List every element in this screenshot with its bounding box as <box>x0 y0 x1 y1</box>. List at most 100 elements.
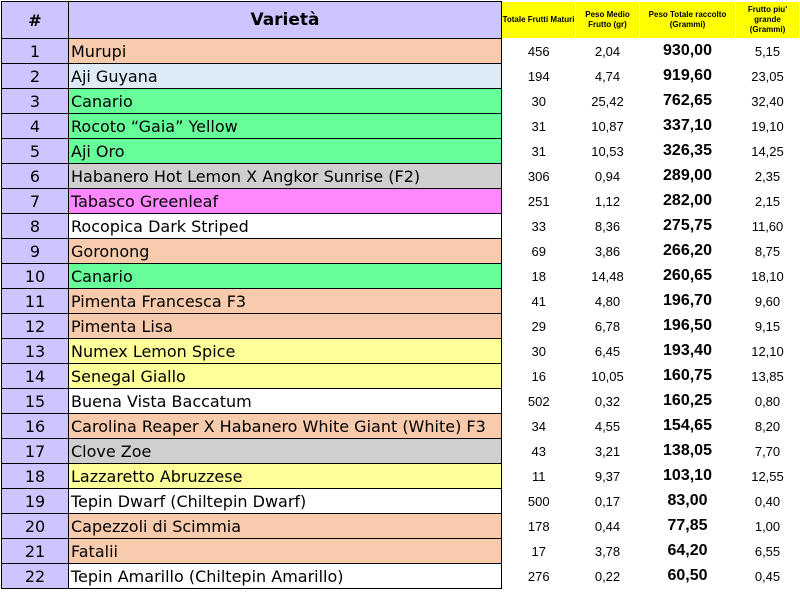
variety-name: Buena Vista Baccatum <box>68 388 502 414</box>
largest-fruit-value: 6,55 <box>754 543 781 559</box>
variety-name: Capezzoli di Scimmia <box>68 513 502 539</box>
largest-fruit-value: 8,75 <box>754 243 781 259</box>
total-fruits-value: 16 <box>531 368 546 384</box>
row-number: 20 <box>1 513 69 539</box>
header-total-fruits: Totale Frutti Maturi <box>501 1 576 39</box>
average-weight-value: 10,53 <box>591 143 624 159</box>
variety-name: Murupi <box>68 38 502 64</box>
row-number: 11 <box>1 288 69 314</box>
table-row: 7 Tabasco Greenleaf 251 1,12 282,00 2,15 <box>1 188 800 214</box>
total-fruits-value: 11 <box>532 468 546 484</box>
variety-name: Carolina Reaper X Habanero White Giant (… <box>68 413 502 439</box>
largest-fruit-value: 1,00 <box>754 518 781 534</box>
header-total-weight: Peso Totale raccolto (Grammi) <box>639 1 736 39</box>
average-weight-value: 4,74 <box>594 68 621 84</box>
table-row: 12 Pimenta Lisa 29 6,78 196,50 9,15 <box>1 313 800 339</box>
total-fruits-value: 500 <box>527 493 550 509</box>
table-row: 4 Rocoto “Gaia” Yellow 31 10,87 337,10 19,10 <box>1 113 800 139</box>
total-fruits-value: 41 <box>531 293 546 309</box>
total-fruits-value: 29 <box>531 318 546 334</box>
table-row: 19 Tepin Dwarf (Chiltepin Dwarf) 500 0,17 83… <box>1 488 800 514</box>
variety-name: Rocoto “Gaia” Yellow <box>68 113 502 139</box>
table-row: 14 Senegal Giallo 16 10,05 160,75 13,85 <box>1 363 800 389</box>
largest-fruit-value: 9,15 <box>754 318 781 334</box>
largest-fruit-value: 14,25 <box>751 143 784 159</box>
largest-fruit-value: 32,40 <box>751 93 784 109</box>
variety-name: Canario <box>68 88 502 114</box>
largest-fruit-value: 8,20 <box>754 418 781 434</box>
table-body: 1 Murupi 456 2,04 930,00 5,15 2 Aji Guyana 194 4,… <box>1 38 800 589</box>
variety-name: Tepin Amarillo (Chiltepin Amarillo) <box>68 563 502 589</box>
row-number: 14 <box>1 363 69 389</box>
row-number: 13 <box>1 338 69 364</box>
table-row: 6 Habanero Hot Lemon X Angkor Sunrise (F2… <box>1 163 800 189</box>
total-fruits-value: 31 <box>531 143 546 159</box>
table-row: 9 Goronong 69 3,86 266,20 8,75 <box>1 238 800 264</box>
table-row: 5 Aji Oro 31 10,53 326,35 14,25 <box>1 138 800 164</box>
row-number: 7 <box>1 188 69 214</box>
total-weight-value: 77,85 <box>667 517 708 534</box>
row-number: 21 <box>1 538 69 564</box>
header-variety: Varietà <box>68 1 502 39</box>
total-fruits-value: 69 <box>531 243 546 259</box>
average-weight-value: 4,80 <box>594 293 621 309</box>
total-weight-value: 930,00 <box>663 42 712 60</box>
average-weight-value: 0,17 <box>594 493 621 509</box>
largest-fruit-value: 11,60 <box>751 218 784 234</box>
average-weight-value: 3,86 <box>594 243 621 259</box>
total-weight-value: 160,75 <box>663 367 712 384</box>
average-weight-value: 2,04 <box>594 43 621 59</box>
largest-fruit-value: 12,10 <box>751 343 784 359</box>
largest-fruit-value: 0,80 <box>754 393 781 409</box>
total-weight-value: 919,60 <box>663 67 712 84</box>
average-weight-value: 6,45 <box>594 343 621 359</box>
total-fruits-value: 33 <box>531 218 546 234</box>
largest-fruit-value: 5,15 <box>754 43 781 59</box>
total-fruits-value: 276 <box>527 568 550 584</box>
row-number: 18 <box>1 463 69 489</box>
row-number: 15 <box>1 388 69 414</box>
variety-name: Lazzaretto Abruzzese <box>68 463 502 489</box>
variety-name: Canario <box>68 263 502 289</box>
variety-name: Numex Lemon Spice <box>68 338 502 364</box>
variety-name: Pimenta Francesca F3 <box>68 288 502 314</box>
total-weight-value: 83,00 <box>667 492 708 509</box>
average-weight-value: 1,12 <box>594 193 621 209</box>
total-fruits-value: 306 <box>527 168 550 184</box>
table-row: 15 Buena Vista Baccatum 502 0,32 160,25 0,80 <box>1 388 800 414</box>
header-average-weight: Peso Medio Frutto (gr) <box>575 1 640 39</box>
total-fruits-value: 43 <box>531 443 546 459</box>
table-row: 8 Rocopica Dark Striped 33 8,36 275,75 11,60 <box>1 213 800 239</box>
average-weight-value: 8,36 <box>594 218 621 234</box>
largest-fruit-value: 0,45 <box>754 568 781 584</box>
average-weight-value: 0,94 <box>594 168 621 184</box>
row-number: 22 <box>1 563 69 589</box>
row-number: 12 <box>1 313 69 339</box>
largest-fruit-value: 9,60 <box>754 293 781 309</box>
total-weight-value: 337,10 <box>663 117 712 134</box>
average-weight-value: 9,37 <box>594 468 621 484</box>
variety-name: Aji Oro <box>68 138 502 164</box>
total-fruits-value: 17 <box>531 543 546 559</box>
table-row: 10 Canario 18 14,48 260,65 18,10 <box>1 263 800 289</box>
row-number: 2 <box>1 63 69 89</box>
variety-name: Pimenta Lisa <box>68 313 502 339</box>
table-row: 21 Fatalii 17 3,78 64,20 6,55 <box>1 538 800 564</box>
average-weight-value: 10,05 <box>591 368 624 384</box>
variety-name: Goronong <box>68 238 502 264</box>
total-weight-value: 196,70 <box>663 292 712 309</box>
variety-name: Habanero Hot Lemon X Angkor Sunrise (F2) <box>68 163 502 189</box>
total-weight-value: 154,65 <box>663 417 712 434</box>
average-weight-value: 0,44 <box>594 518 621 534</box>
total-weight-value: 260,65 <box>663 267 712 284</box>
largest-fruit-value: 13,85 <box>751 368 784 384</box>
row-number: 19 <box>1 488 69 514</box>
variety-name: Rocopica Dark Striped <box>68 213 502 239</box>
total-weight-value: 196,50 <box>663 317 712 334</box>
total-weight-value: 762,65 <box>663 92 712 109</box>
table-row: 3 Canario 30 25,42 762,65 32,40 <box>1 88 800 114</box>
table-row: 13 Numex Lemon Spice 30 6,45 193,40 12,10 <box>1 338 800 364</box>
largest-fruit-value: 18,10 <box>751 268 784 284</box>
table-row: 22 Tepin Amarillo (Chiltepin Amarillo) 276… <box>1 563 800 589</box>
average-weight-value: 0,22 <box>594 568 621 584</box>
